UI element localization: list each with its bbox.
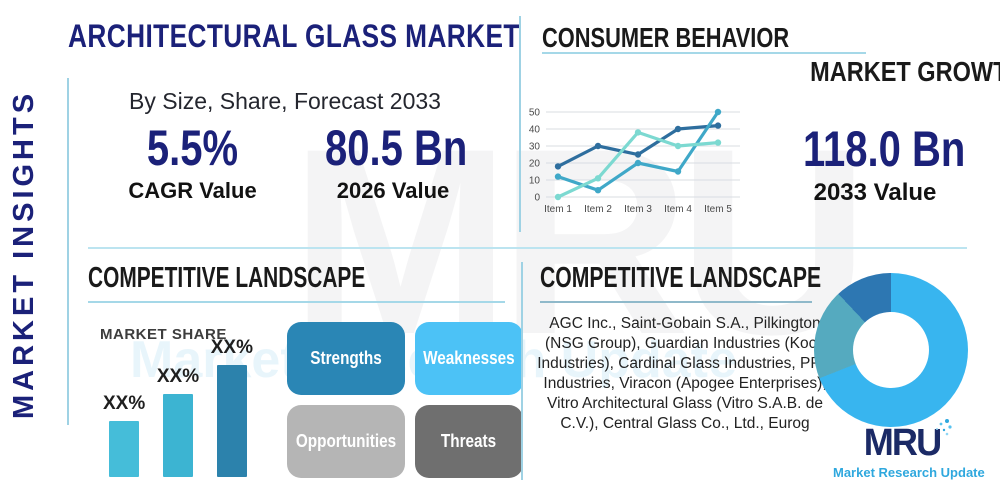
base-year-value: 80.5 Bn xyxy=(325,120,468,176)
base-year-label: 2026 Value xyxy=(336,177,450,203)
bar-value-label: XX% xyxy=(210,337,253,358)
swot-strengths-box: Strengths xyxy=(287,322,405,395)
market-share-bar-chart: XX% XX% XX% xyxy=(103,337,253,477)
svg-text:0: 0 xyxy=(534,193,540,204)
swot-opportunities-box: Opportunities xyxy=(287,405,405,478)
market-share-bar xyxy=(109,421,140,477)
swot-weaknesses-label: Weaknesses xyxy=(423,348,515,368)
competitive-landscape-left-heading: COMPETITIVE LANDSCAPE xyxy=(88,262,366,294)
brand-logo: MRU Market Research Update xyxy=(833,419,985,480)
competitive-landscape-right-accent-line xyxy=(521,262,523,480)
company-list: AGC Inc., Saint-Gobain S.A., Pilkington … xyxy=(537,315,833,432)
market-growth-heading: MARKET GROWTH xyxy=(810,56,1000,87)
cagr-stat: 5.5% CAGR Value xyxy=(110,122,275,204)
svg-text:30: 30 xyxy=(529,142,541,153)
bar-column: XX% xyxy=(211,337,253,477)
swot-opportunities-label: Opportunities xyxy=(295,431,397,451)
forecast-value: 118.0 Bn xyxy=(803,121,966,177)
market-share-chart-title: MARKET SHARE xyxy=(100,326,227,343)
base-year-stat: 80.5 Bn 2026 Value xyxy=(308,122,478,204)
svg-text:10: 10 xyxy=(529,176,541,187)
swot-threats-box: Threats xyxy=(415,405,523,478)
cagr-value: 5.5% xyxy=(146,120,239,176)
line-chart-svg: 0 10 20 30 40 50 Item 1 Item 2 Item 3 Item 4 Item … xyxy=(529,108,740,215)
cagr-label: CAGR Value xyxy=(128,177,257,203)
market-share-bar xyxy=(163,394,193,477)
brand-logo-text: MRU xyxy=(863,422,942,464)
consumer-behavior-accent-line xyxy=(519,16,521,232)
svg-text:Item 1: Item 1 xyxy=(544,204,572,215)
page-subtitle: By Size, Share, Forecast 2033 xyxy=(129,88,441,114)
market-share-bar xyxy=(216,365,247,477)
forecast-stat: 118.0 Bn 2033 Value xyxy=(785,123,965,207)
swot-strengths-label: Strengths xyxy=(310,348,382,368)
competitive-landscape-right-heading: COMPETITIVE LANDSCAPE xyxy=(540,262,822,294)
bar-column: XX% xyxy=(157,366,199,477)
svg-text:20: 20 xyxy=(529,159,541,170)
horizontal-divider xyxy=(88,247,967,249)
bar-column: XX% xyxy=(103,393,145,477)
bar-value-label: XX% xyxy=(156,366,200,387)
swot-weaknesses-box: Weaknesses xyxy=(415,322,523,395)
svg-text:Item 2: Item 2 xyxy=(584,204,612,215)
svg-text:50: 50 xyxy=(529,108,541,119)
svg-text:Item 5: Item 5 xyxy=(704,204,732,215)
swot-threats-label: Threats xyxy=(441,431,497,451)
page-title: ARCHITECTURAL GLASS MARKET xyxy=(68,18,520,54)
logo-droplets-icon xyxy=(936,419,952,436)
consumer-behavior-underline xyxy=(542,52,866,54)
consumer-behavior-line-chart: 0 10 20 30 40 50 Item 1 Item 2 Item 3 Item 4 Item … xyxy=(516,104,751,222)
svg-text:Item 3: Item 3 xyxy=(624,204,652,215)
svg-text:40: 40 xyxy=(529,125,541,136)
competitor-share-donut-chart xyxy=(814,273,968,427)
swot-grid: Strengths Weaknesses Opportunities Threa… xyxy=(287,322,523,478)
svg-text:Item 4: Item 4 xyxy=(664,204,692,215)
brand-logo-subtext: Market Research Update xyxy=(833,465,985,480)
forecast-label: 2033 Value xyxy=(813,178,937,206)
vertical-market-insights-label: MARKET INSIGHTS xyxy=(8,89,40,419)
bar-value-label: XX% xyxy=(103,393,146,414)
left-accent-line xyxy=(67,78,69,425)
competitive-landscape-left-underline xyxy=(88,301,505,303)
consumer-behavior-heading: CONSUMER BEHAVIOR xyxy=(542,22,790,53)
competitive-landscape-right-underline xyxy=(540,301,812,303)
